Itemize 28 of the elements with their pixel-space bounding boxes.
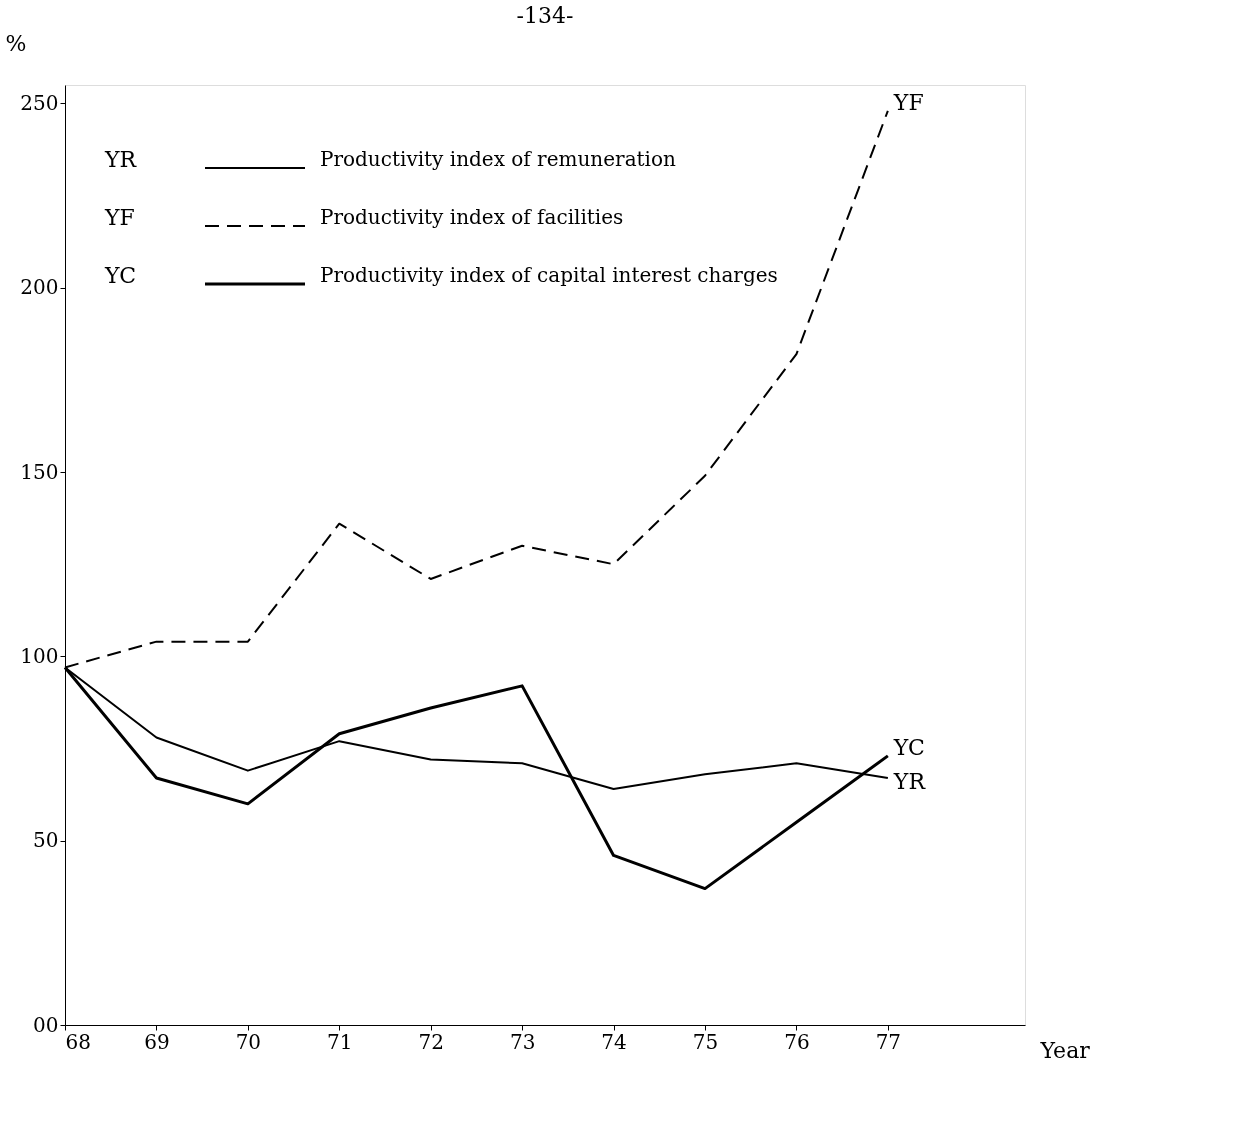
x-tick-label: 71 bbox=[327, 1029, 353, 1054]
x-tick-label: 73 bbox=[509, 1029, 536, 1054]
x-tick-label: 76 bbox=[784, 1029, 810, 1054]
text: YC bbox=[105, 263, 136, 288]
annotation: YR bbox=[892, 769, 927, 795]
x-tick-label: 74 bbox=[601, 1029, 627, 1054]
y-tick-label: 150 bbox=[20, 459, 59, 484]
x-axis-title: Year bbox=[1039, 1037, 1091, 1063]
legend-label: Productivity index of capital interest charges bbox=[320, 263, 778, 287]
text: YR bbox=[105, 147, 137, 172]
chart-title: -134- bbox=[516, 3, 574, 28]
y-tick-label: 00 bbox=[33, 1012, 59, 1037]
x-tick-label: 69 bbox=[144, 1029, 170, 1054]
x-tick-label: 68 bbox=[65, 1029, 91, 1054]
legend-label: Productivity index of facilities bbox=[320, 205, 624, 229]
text: YF bbox=[105, 205, 135, 230]
y-tick-label: 50 bbox=[33, 828, 59, 853]
x-tick-label: 70 bbox=[235, 1029, 262, 1054]
x-tick-label: 75 bbox=[692, 1029, 719, 1054]
annotation: YC bbox=[892, 734, 925, 760]
x-tick-label: 72 bbox=[418, 1029, 444, 1054]
y-tick-label: 200 bbox=[20, 275, 59, 300]
x-tick-label: 77 bbox=[875, 1029, 902, 1054]
y-axis-title: % bbox=[5, 30, 27, 56]
annotation: YF bbox=[892, 89, 924, 115]
legend-label: Productivity index of remuneration bbox=[320, 147, 677, 171]
y-tick-label: 250 bbox=[20, 90, 59, 115]
y-tick-label: 100 bbox=[20, 643, 59, 668]
